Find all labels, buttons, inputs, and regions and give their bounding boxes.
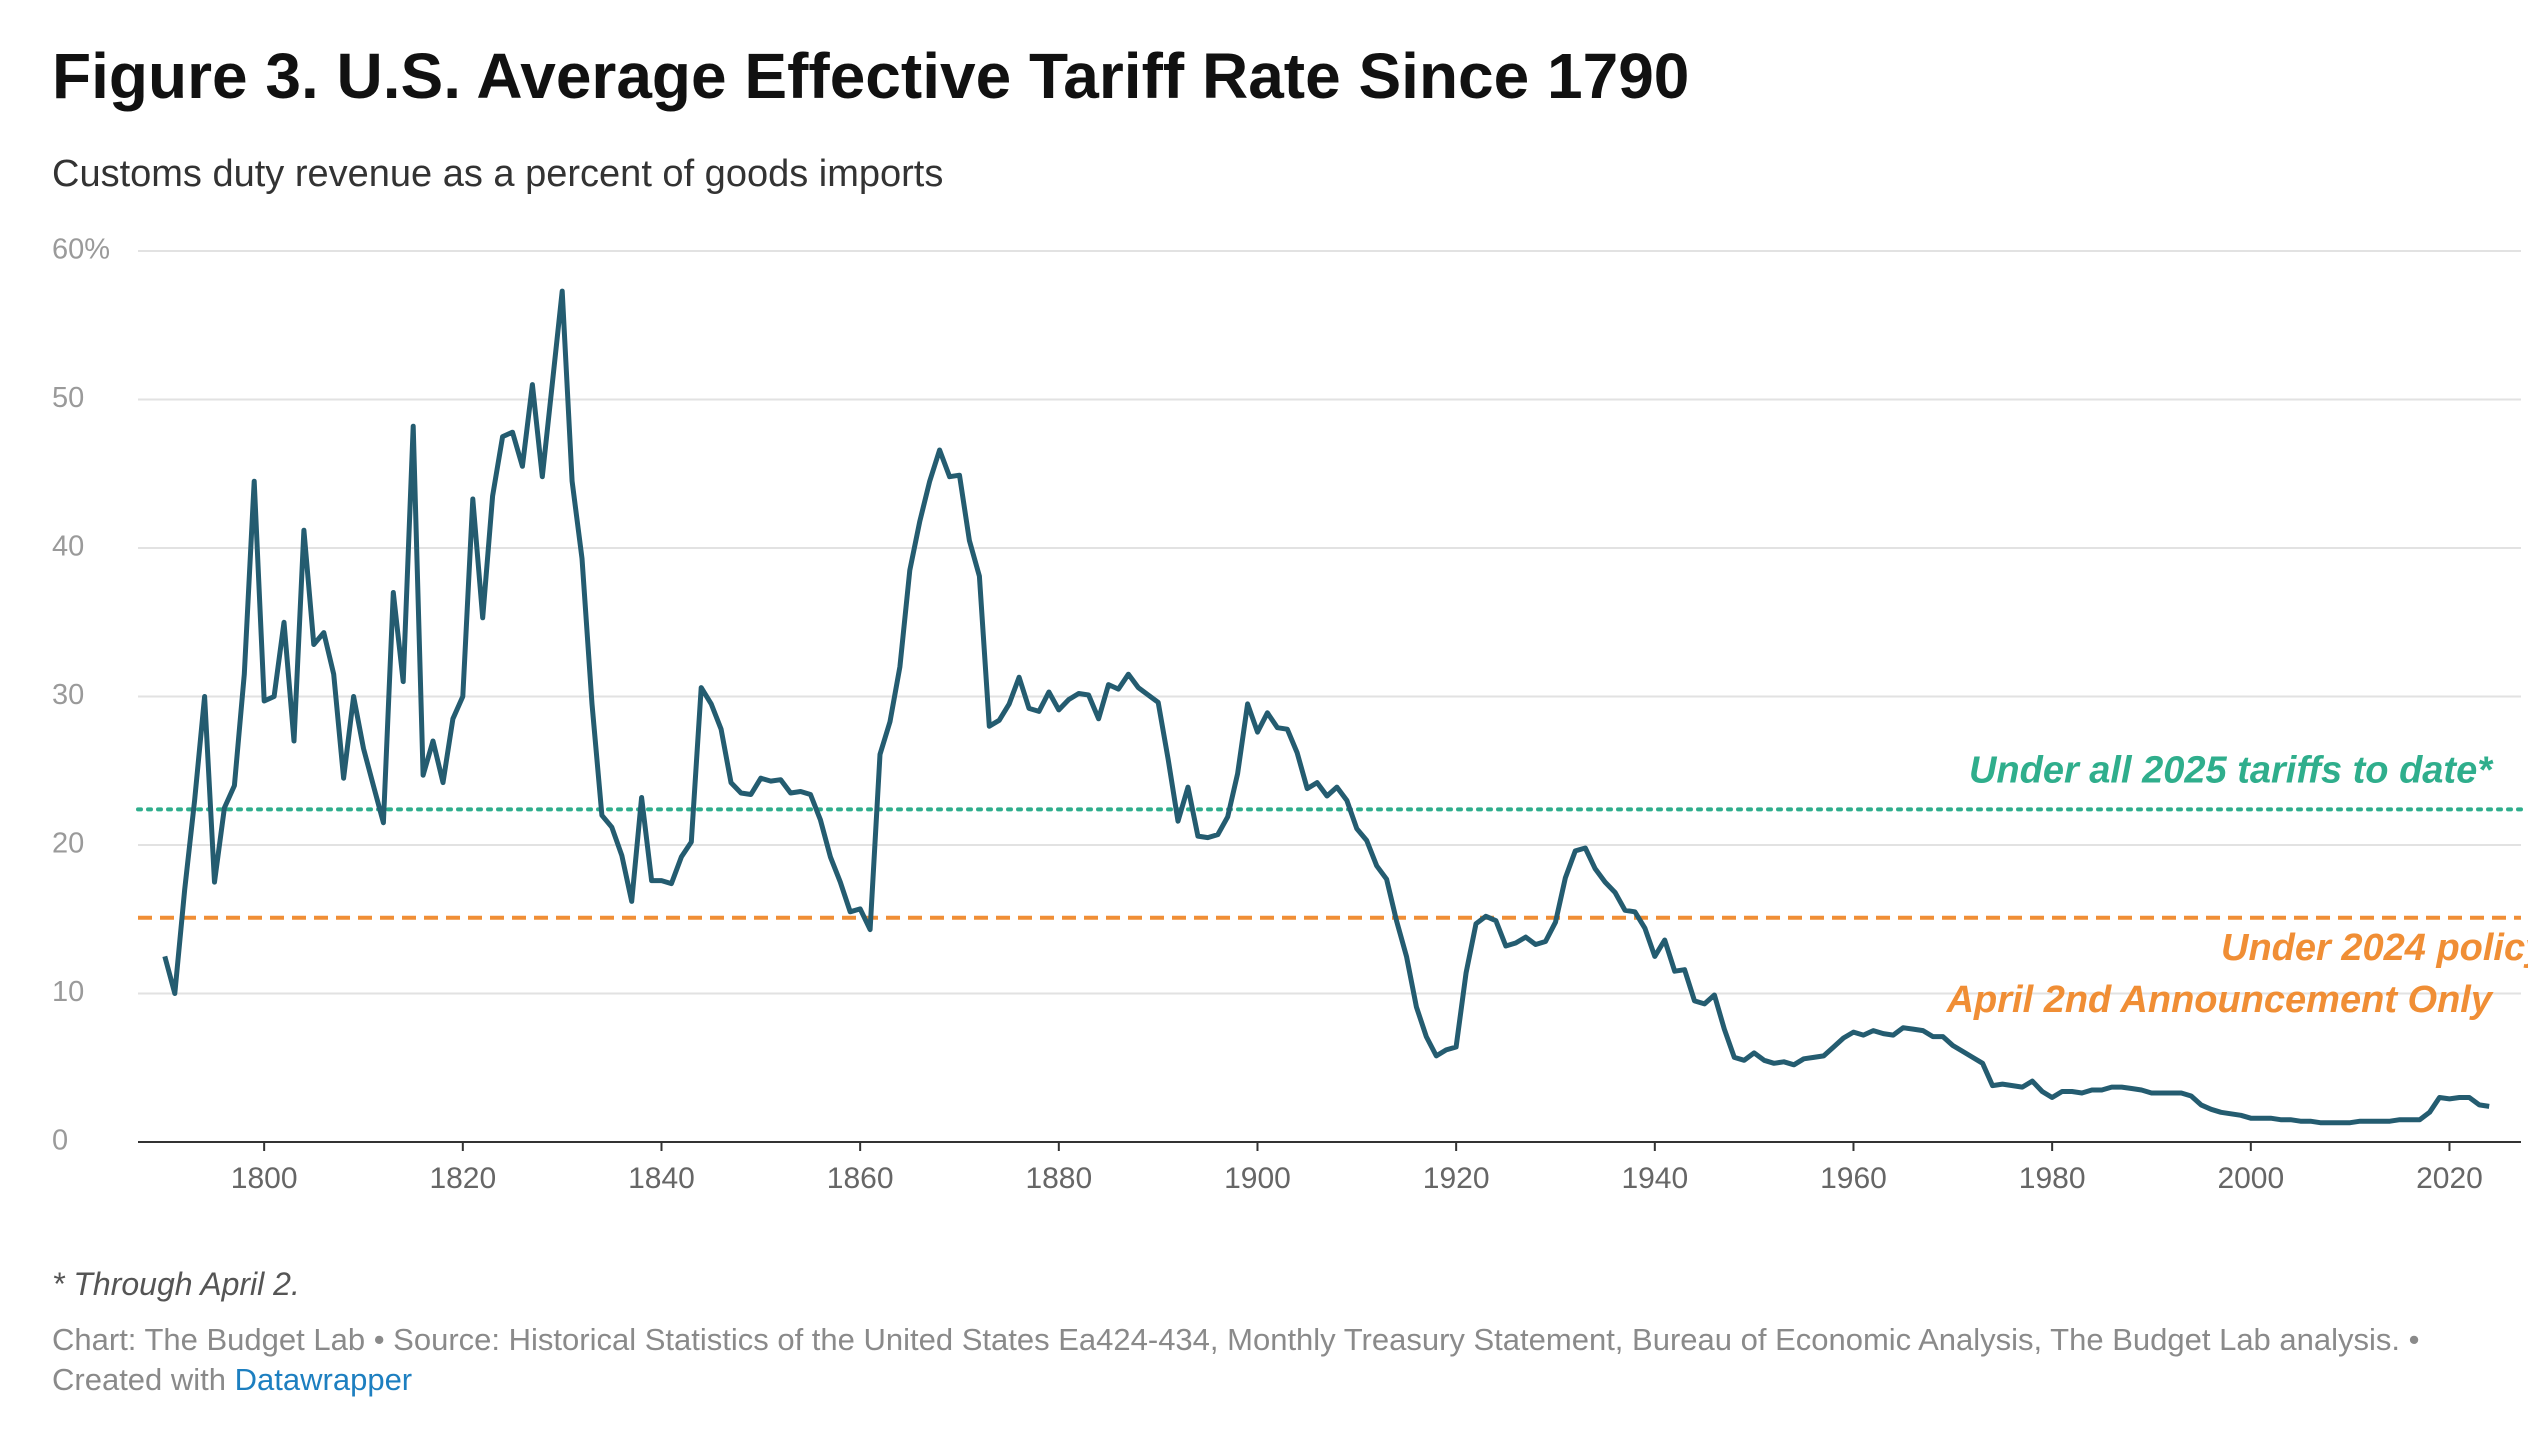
chart-title: Figure 3. U.S. Average Effective Tariff … — [52, 40, 1689, 112]
chart-subtitle: Customs duty revenue as a percent of goo… — [52, 153, 943, 195]
reference-label: Under 2024 policy + — [2221, 927, 2528, 969]
x-tick-label: 1840 — [628, 1162, 695, 1195]
y-tick-label: 30 — [52, 679, 84, 711]
x-tick-label: 1900 — [1224, 1162, 1291, 1195]
credit-link[interactable]: Datawrapper — [234, 1362, 413, 1397]
y-tick-label: 20 — [52, 828, 84, 860]
y-tick-label: 10 — [52, 976, 84, 1008]
y-tick-label: 0 — [52, 1125, 68, 1157]
x-tick-label: 2020 — [2416, 1162, 2483, 1195]
data-line — [162, 288, 2490, 1126]
credit: Chart: The Budget Lab • Source: Historic… — [52, 1322, 2420, 1397]
note: * Through April 2. — [52, 1266, 300, 1302]
x-tick-label: 1920 — [1423, 1162, 1490, 1195]
credit-block: Chart: The Budget Lab • Source: Historic… — [52, 1320, 2472, 1400]
x-tick-label: 1880 — [1025, 1162, 1092, 1195]
chart: Figure 3. U.S. Average Effective Tariff … — [52, 40, 2528, 1195]
x-tick-label: 1980 — [2019, 1162, 2086, 1195]
y-tick-label: 40 — [52, 531, 84, 563]
x-tick-label: 1820 — [429, 1162, 496, 1195]
reference-label: April 2nd Announcement Only — [1946, 979, 2494, 1021]
reference-label: Under all 2025 tariffs to date* — [1969, 749, 2494, 791]
x-tick-label: 1940 — [1621, 1162, 1688, 1195]
x-tick-label: 1860 — [827, 1162, 894, 1195]
x-tick-label: 1800 — [231, 1162, 298, 1195]
y-tick-label: 50 — [52, 382, 84, 414]
x-tick-label: 2000 — [2217, 1162, 2284, 1195]
y-tick-label: 60% — [52, 234, 110, 266]
x-tick-label: 1960 — [1820, 1162, 1887, 1195]
